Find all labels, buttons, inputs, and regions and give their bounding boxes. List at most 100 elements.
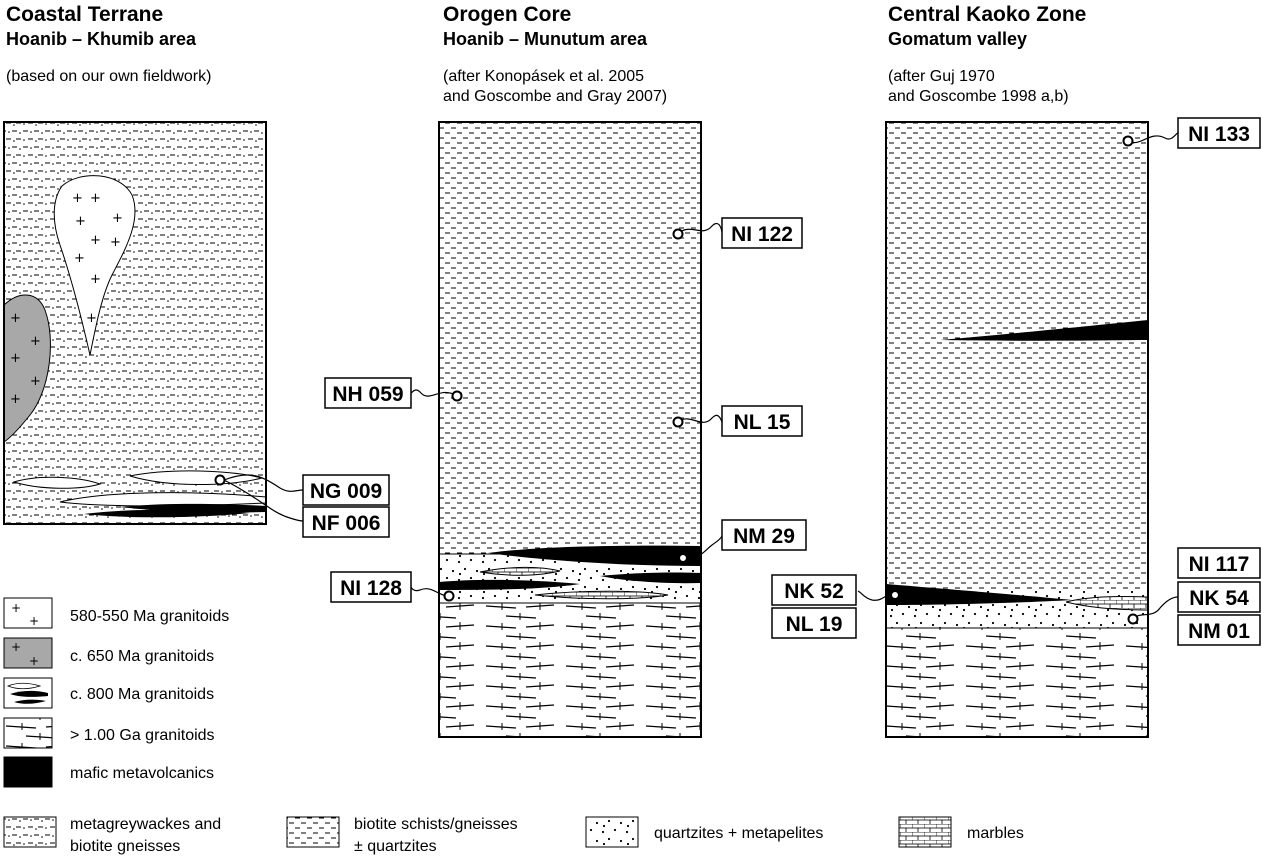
column-title: Orogen Core (443, 3, 572, 26)
legend-granitoids: + + 580-550 Ma granitoids + + c. 650 Ma … (3, 597, 229, 788)
legend-host-rocks: metagreywackes and biotite gneisses biot… (3, 816, 1024, 855)
mafic-lens (439, 579, 580, 590)
column-source: (based on our own fieldwork) (6, 67, 211, 87)
column-subtitle: Hoanib – Munutum area (443, 29, 648, 50)
column-subtitle: Hoanib – Khumib area (6, 29, 197, 50)
mafic-lens (886, 584, 1072, 605)
sample-marker-ni122 (672, 228, 684, 240)
sample-label-box (1177, 117, 1261, 149)
mafic-lens (940, 320, 1148, 341)
legend-swatch (3, 816, 57, 848)
svg-text:+: + (90, 272, 101, 287)
svg-text:+: + (74, 251, 85, 266)
legend-label: quartzites + metapelites (654, 825, 823, 842)
source-line: (based on our own fieldwork) (6, 67, 212, 85)
marble-lens (479, 566, 561, 576)
legend-label: c. 650 Ma granitoids (70, 648, 214, 665)
source-line: (after Konopásek et al. 2005 (443, 67, 645, 85)
legend-label: biotite gneisses (70, 838, 180, 855)
svg-text:+: + (72, 191, 83, 206)
column-central-kaoko-zone (885, 121, 1149, 738)
svg-text:+: + (30, 374, 41, 389)
column-coastal-terrane: + + + + + + + + + + + + + + (3, 121, 267, 525)
legend-swatch (585, 816, 639, 848)
sample-marker-nl15 (672, 416, 684, 428)
sample-label-box (1177, 581, 1261, 613)
column-title: Central Kaoko Zone (888, 3, 1087, 26)
schist-unit (886, 122, 1148, 590)
sample-labels: NG 009 NF 006 NI 122 NH 059 NL 15 NM 29 … (302, 117, 1261, 646)
svg-text:+: + (90, 191, 101, 206)
sample-label-nm29: NM 29 (733, 525, 795, 548)
legend-item-marbles: marbles (898, 816, 1024, 848)
svg-text:+: + (112, 211, 123, 226)
sample-label-nl19: NL 19 (786, 613, 843, 636)
legend-swatch (898, 816, 952, 848)
legend-label: biotite schists/gneisses (354, 816, 518, 833)
sample-marker-ng009-nf006 (214, 474, 226, 486)
sample-label-box (1177, 614, 1261, 646)
sample-label-box (1177, 547, 1261, 579)
svg-text:+: + (11, 601, 21, 615)
legend-item-granitoids-1ga: > 1.00 Ga granitoids (3, 717, 215, 749)
sample-label-ni122: NI 122 (731, 223, 793, 246)
legend-item-granitoids-580: + + 580-550 Ma granitoids (3, 597, 229, 629)
sample-label-box (771, 607, 857, 639)
svg-text:+: + (10, 311, 21, 326)
granitoid-800-lens (12, 476, 102, 489)
legend-item-schists: biotite schists/gneisses ± quartzites (286, 816, 518, 855)
mafic-lens (600, 572, 701, 584)
legend-label: 580-550 Ma granitoids (70, 608, 229, 625)
column-header-orogen-core: Orogen Core Hoanib – Munutum area (after… (443, 2, 667, 107)
legend-item-granitoids-800: c. 800 Ma granitoids (3, 677, 214, 709)
sample-label-box (330, 571, 412, 603)
sample-label-ni117: NI 117 (1189, 553, 1250, 576)
sample-marker-ni133 (1122, 135, 1134, 147)
sample-label-nl15: NL 15 (734, 411, 791, 434)
sample-label-nf006: NF 006 (312, 512, 381, 535)
mafic-lens (488, 545, 701, 566)
svg-text:+: + (29, 654, 39, 668)
sample-markers (214, 135, 1139, 625)
legend-swatch (286, 816, 340, 848)
sample-label-box (721, 217, 803, 249)
svg-text:+: + (110, 235, 121, 250)
legend-swatch (3, 637, 53, 669)
sample-marker-nk54-nm01-ni117 (1127, 613, 1139, 625)
column-orogen-core (438, 121, 702, 738)
legend-label: metagreywackes and (70, 816, 221, 833)
sample-label-nk54: NK 54 (1189, 587, 1249, 610)
legend-label: > 1.00 Ga granitoids (70, 727, 215, 744)
column-frame (885, 121, 1149, 738)
legend-item-quartzites: quartzites + metapelites (585, 816, 823, 848)
column-header-coastal-terrane: Coastal Terrane Hoanib – Khumib area (ba… (6, 2, 211, 87)
granitoid-580-crosses: + + + + + + + + + (72, 191, 123, 326)
sample-label-box (324, 377, 412, 409)
column-source: (after Guj 1970 and Goscombe 1998 a,b) (888, 67, 1086, 107)
legend-label: ± quartzites (354, 838, 437, 855)
legend-item-granitoids-650: + + c. 650 Ma granitoids (3, 637, 214, 669)
marble-lens (534, 590, 669, 600)
svg-text:+: + (75, 214, 86, 229)
granitoid-650-body (3, 294, 51, 443)
svg-text:+: + (10, 392, 21, 407)
sample-label-box (721, 405, 803, 437)
legend-swatch (3, 597, 53, 629)
source-line: and Goscombe 1998 a,b) (888, 87, 1069, 105)
schist-unit (439, 122, 701, 554)
column-header-central-kaoko-zone: Central Kaoko Zone Gomatum valley (after… (888, 2, 1086, 107)
sample-label-ng009: NG 009 (310, 480, 382, 503)
gneiss-unit (439, 603, 701, 737)
granitoid-580-body (53, 175, 136, 356)
sample-label-nh059: NH 059 (332, 383, 403, 406)
gneiss-unit (886, 628, 1148, 737)
leader-lines (223, 132, 1179, 620)
svg-text:+: + (90, 233, 101, 248)
source-line: (after Guj 1970 (888, 67, 995, 85)
svg-text:+: + (29, 614, 39, 628)
sample-label-nm01: NM 01 (1188, 620, 1250, 643)
source-line: and Goscombe and Gray 2007) (443, 87, 668, 105)
mafic-lens (120, 503, 266, 513)
sample-marker-nm29 (680, 555, 686, 561)
